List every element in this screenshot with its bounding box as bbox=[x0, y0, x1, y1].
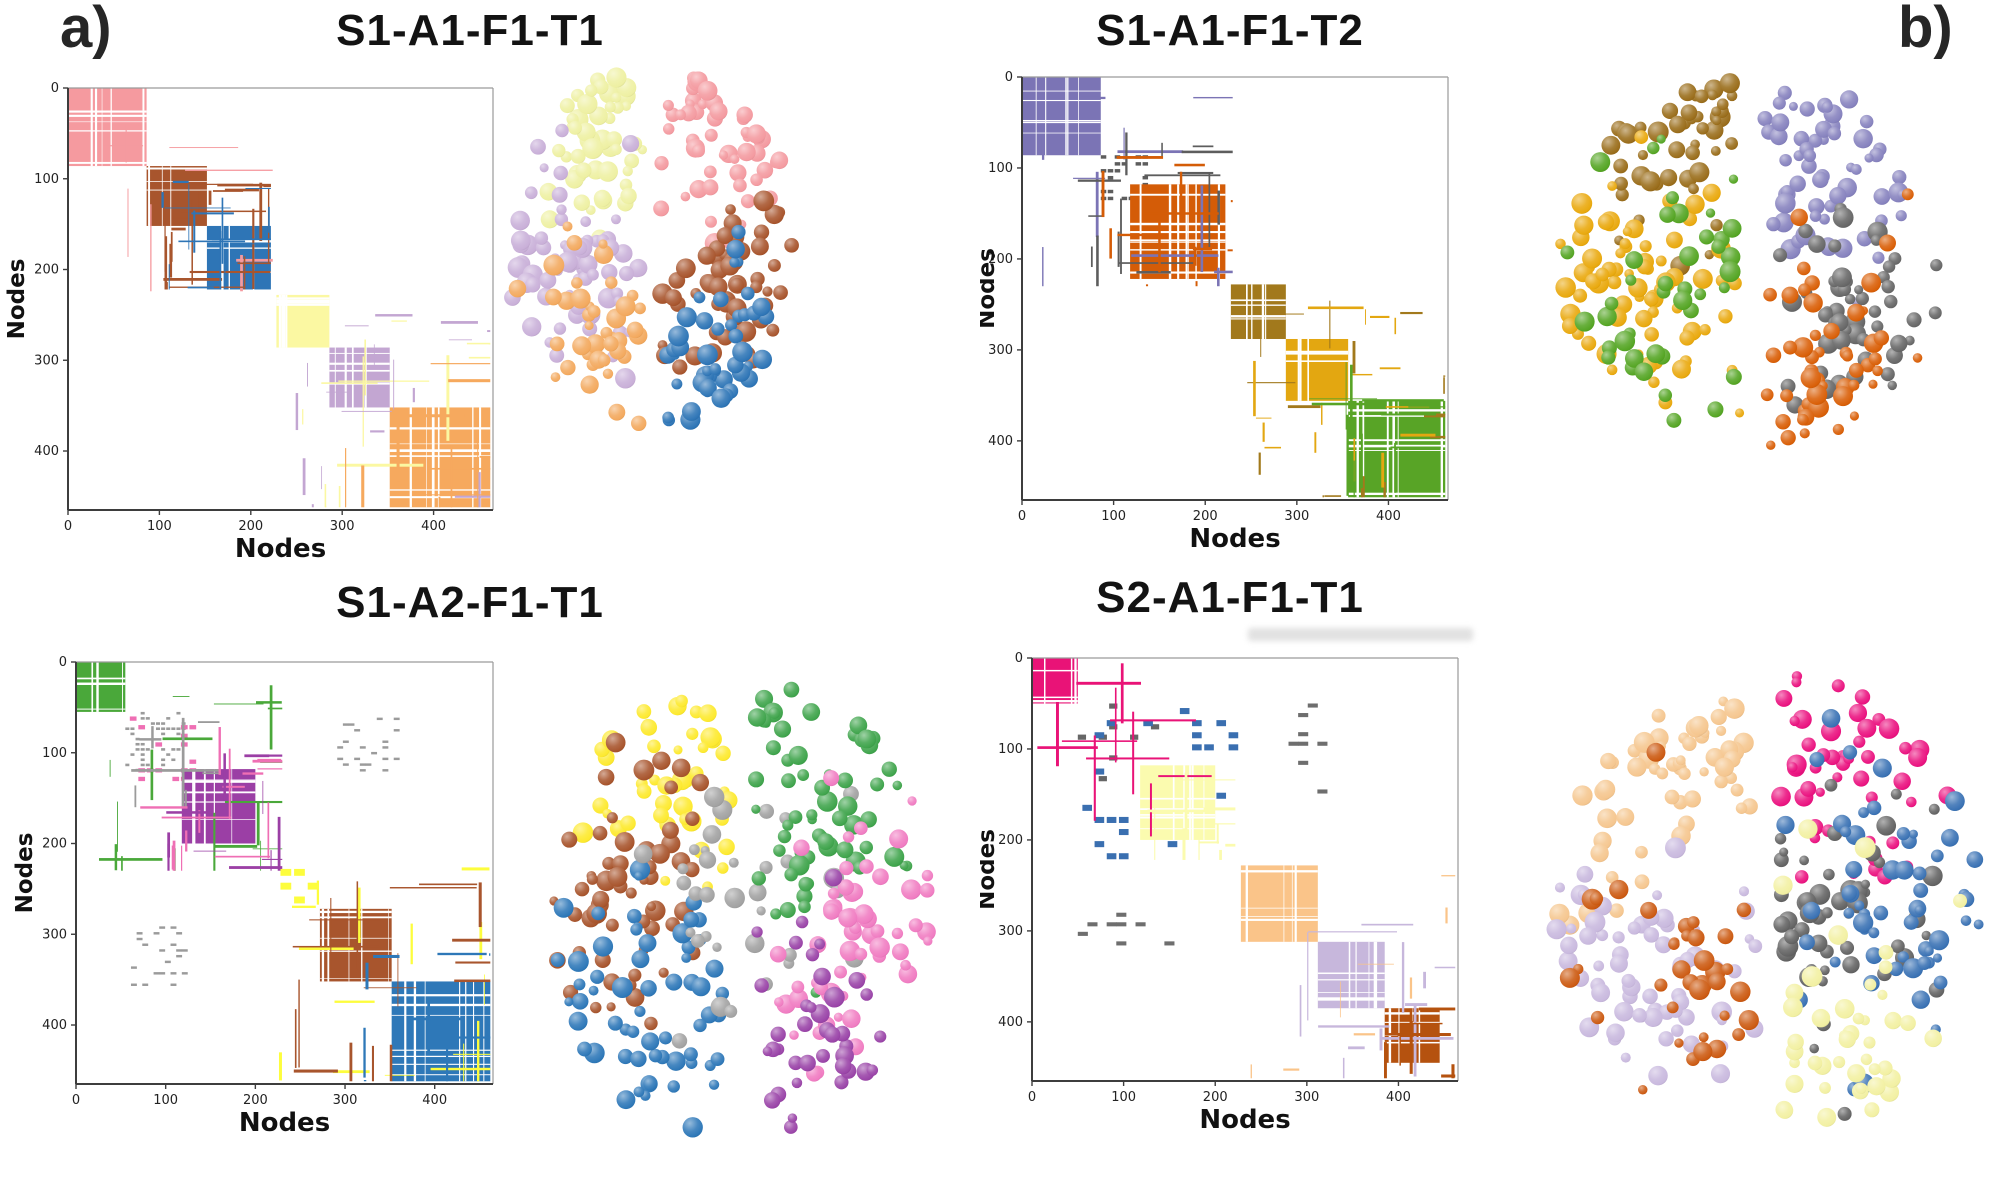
svg-text:300: 300 bbox=[330, 519, 355, 534]
svg-text:200: 200 bbox=[34, 263, 59, 278]
svg-text:100: 100 bbox=[988, 161, 1013, 176]
panel-s2-a1-f1-t1: S2-A1-F1-T1 0 100 200 300 400 0 100 200 300 400 No… bbox=[980, 573, 1999, 1182]
brain-svg bbox=[1546, 671, 1984, 1127]
svg-text:0: 0 bbox=[1028, 1090, 1036, 1105]
svg-text:0: 0 bbox=[1018, 509, 1026, 524]
svg-text:200: 200 bbox=[238, 519, 263, 534]
figure-label-b: b) bbox=[1898, 0, 1953, 60]
svg-text:100: 100 bbox=[34, 172, 59, 187]
svg-text:0: 0 bbox=[51, 81, 59, 96]
brain-svg bbox=[549, 681, 936, 1138]
brain-node-plot bbox=[1530, 643, 1999, 1167]
svg-text:400: 400 bbox=[998, 1015, 1023, 1030]
svg-text:0: 0 bbox=[1005, 70, 1013, 85]
svg-text:200: 200 bbox=[1193, 509, 1218, 524]
svg-text:Nodes: Nodes bbox=[980, 248, 1000, 329]
svg-text:400: 400 bbox=[1386, 1090, 1411, 1105]
svg-text:Nodes: Nodes bbox=[1189, 524, 1280, 554]
svg-text:Nodes: Nodes bbox=[235, 534, 326, 564]
svg-text:300: 300 bbox=[1284, 509, 1309, 524]
svg-text:100: 100 bbox=[42, 746, 67, 761]
svg-text:400: 400 bbox=[42, 1018, 67, 1033]
svg-text:400: 400 bbox=[34, 444, 59, 459]
svg-text:100: 100 bbox=[1101, 509, 1126, 524]
svg-text:200: 200 bbox=[42, 837, 67, 852]
faded-text-artifact bbox=[1248, 628, 1473, 641]
svg-text:200: 200 bbox=[988, 252, 1013, 267]
svg-text:0: 0 bbox=[59, 655, 67, 670]
panel-title: S1-A1-F1-T2 bbox=[1096, 6, 1364, 55]
brain-node-plot bbox=[484, 44, 820, 456]
svg-text:400: 400 bbox=[422, 1093, 447, 1108]
figure-label-a: a) bbox=[60, 0, 112, 60]
matrix-svg: 0 100 200 300 400 0 100 200 300 400 Nodes Nodes bbox=[4, 81, 494, 564]
svg-text:100: 100 bbox=[147, 519, 172, 534]
svg-text:0: 0 bbox=[72, 1093, 80, 1108]
svg-text:300: 300 bbox=[988, 343, 1013, 358]
brain-node-plot bbox=[1532, 45, 1972, 475]
svg-text:Nodes: Nodes bbox=[239, 1108, 330, 1138]
panel-title: S1-A1-F1-T1 bbox=[336, 6, 604, 55]
svg-text:0: 0 bbox=[1015, 651, 1023, 666]
svg-text:400: 400 bbox=[1376, 509, 1401, 524]
svg-text:100: 100 bbox=[998, 742, 1023, 757]
svg-text:Nodes: Nodes bbox=[12, 833, 38, 914]
svg-text:200: 200 bbox=[998, 833, 1023, 848]
svg-text:200: 200 bbox=[1203, 1090, 1228, 1105]
adjacency-matrix-plot: 0 100 200 300 400 0 100 200 300 400 Nodes Nodes bbox=[980, 55, 1540, 580]
matrix-svg: 0 100 200 300 400 0 100 200 300 400 Nodes Nodes bbox=[980, 70, 1449, 554]
svg-text:Nodes: Nodes bbox=[4, 259, 30, 340]
svg-text:400: 400 bbox=[421, 519, 446, 534]
svg-text:Nodes: Nodes bbox=[1199, 1105, 1290, 1135]
svg-text:100: 100 bbox=[153, 1093, 178, 1108]
svg-text:300: 300 bbox=[1294, 1090, 1319, 1105]
brain-svg bbox=[1555, 73, 1943, 450]
panel-s1-a2-f1-t1: S1-A2-F1-T1 0 100 200 300 400 0 100 200 300 400 No… bbox=[0, 575, 980, 1182]
matrix-svg: 0 100 200 300 400 0 100 200 300 400 Nodes Nodes bbox=[980, 651, 1459, 1135]
adjacency-matrix-plot: 0 100 200 300 400 0 100 200 300 400 Nodes Nodes bbox=[980, 630, 1540, 1165]
brain-svg bbox=[504, 67, 799, 432]
panel-s1-a1-f1-t1: S1-A1-F1-T1 0 100 200 300 400 0 100 200 300 400 No… bbox=[0, 0, 980, 575]
svg-text:300: 300 bbox=[42, 927, 67, 942]
adjacency-matrix-plot: 0 100 200 300 400 0 100 200 300 400 Nodes Nodes bbox=[0, 630, 560, 1165]
panel-s1-a1-f1-t2: S1-A1-F1-T2 0 100 200 300 400 0 100 200 300 400 No… bbox=[980, 0, 1999, 575]
svg-text:300: 300 bbox=[998, 924, 1023, 939]
svg-text:0: 0 bbox=[64, 519, 72, 534]
svg-text:200: 200 bbox=[243, 1093, 268, 1108]
svg-text:100: 100 bbox=[1111, 1090, 1136, 1105]
brain-node-plot bbox=[517, 650, 967, 1170]
svg-text:300: 300 bbox=[34, 353, 59, 368]
adjacency-matrix-plot: 0 100 200 300 400 0 100 200 300 400 Nodes Nodes bbox=[0, 55, 560, 580]
matrix-svg: 0 100 200 300 400 0 100 200 300 400 Nodes Nodes bbox=[12, 655, 494, 1138]
svg-text:300: 300 bbox=[333, 1093, 358, 1108]
panel-title: S2-A1-F1-T1 bbox=[1096, 573, 1364, 622]
panel-title: S1-A2-F1-T1 bbox=[336, 578, 604, 627]
svg-text:400: 400 bbox=[988, 434, 1013, 449]
svg-text:Nodes: Nodes bbox=[980, 829, 1000, 910]
